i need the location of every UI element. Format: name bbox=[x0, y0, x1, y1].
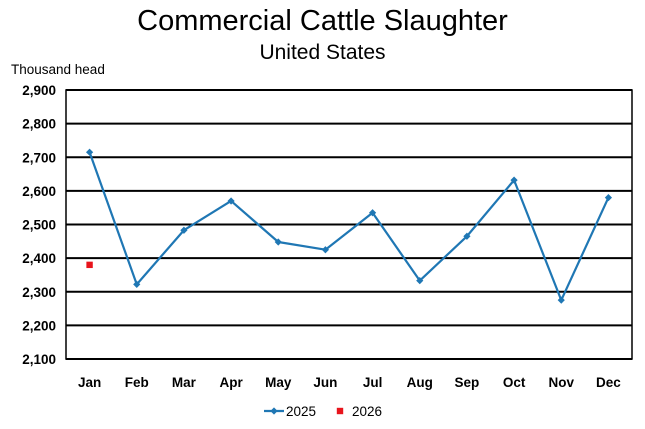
legend-label: 2025 bbox=[286, 404, 316, 419]
x-tick-label: Feb bbox=[125, 375, 149, 390]
data-point bbox=[321, 246, 330, 254]
series-line bbox=[88, 151, 610, 302]
data-point bbox=[270, 407, 278, 415]
data-point bbox=[368, 209, 377, 217]
gridlines bbox=[65, 89, 633, 360]
y-tick-label: 2,100 bbox=[22, 352, 56, 367]
x-tick-label: Jul bbox=[363, 375, 383, 390]
y-axis-ticks: 2,100 2,200 2,300 2,400 2,500 2,600 2,700 2,800… bbox=[22, 83, 56, 367]
y-tick-label: 2,700 bbox=[22, 150, 56, 165]
plot-area-border bbox=[65, 89, 633, 360]
x-tick-label: Dec bbox=[596, 375, 621, 390]
x-tick-label: Apr bbox=[219, 375, 243, 390]
chart-title: Commercial Cattle Slaughter bbox=[137, 5, 508, 37]
data-point bbox=[180, 226, 188, 234]
x-tick-label: Mar bbox=[172, 375, 197, 390]
x-tick-label: Sep bbox=[455, 375, 480, 390]
chart-subtitle: United States bbox=[259, 41, 386, 64]
x-tick-label: Aug bbox=[407, 375, 433, 390]
y-tick-label: 2,400 bbox=[22, 251, 56, 266]
data-point bbox=[463, 232, 471, 240]
y-tick-label: 2,900 bbox=[22, 83, 56, 98]
data-point bbox=[274, 238, 282, 246]
y-tick-label: 2,200 bbox=[22, 318, 56, 333]
y-tick-label: 2,800 bbox=[22, 117, 56, 132]
legend-label: 2026 bbox=[352, 404, 382, 419]
x-tick-label: Jan bbox=[78, 375, 101, 390]
x-tick-label: Oct bbox=[503, 375, 526, 390]
data-point bbox=[336, 407, 344, 415]
y-tick-label: 2,600 bbox=[22, 184, 56, 199]
x-tick-label: May bbox=[265, 375, 292, 390]
y-tick-label: 2,500 bbox=[22, 218, 56, 233]
data-point bbox=[557, 296, 565, 304]
legend: 2025 2026 bbox=[264, 404, 382, 419]
data-point bbox=[510, 176, 518, 184]
y-tick-label: 2,300 bbox=[22, 285, 56, 300]
y-axis-label: Thousand head bbox=[11, 62, 105, 77]
data-point bbox=[133, 280, 141, 288]
data-point bbox=[85, 148, 94, 156]
data-point bbox=[604, 194, 613, 202]
data-point bbox=[86, 261, 93, 269]
x-tick-label: Nov bbox=[548, 375, 574, 390]
plot-series bbox=[85, 148, 613, 304]
data-point bbox=[227, 197, 235, 205]
x-axis-ticks: Jan Feb Mar Apr May Jun Jul Aug Sep Oct Nov Dec bbox=[78, 375, 621, 390]
data-point bbox=[416, 277, 424, 285]
x-tick-label: Jun bbox=[313, 375, 337, 390]
